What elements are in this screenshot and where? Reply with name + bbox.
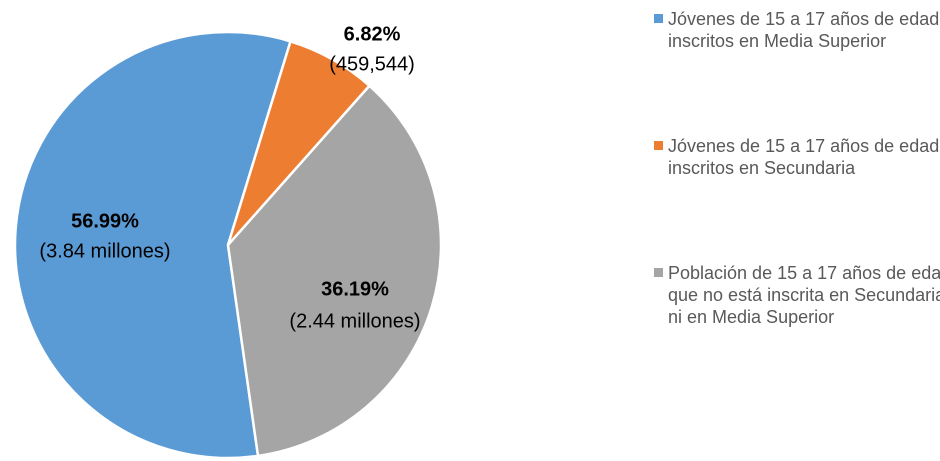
pie-slice: [13, 30, 293, 460]
legend-label: Jóvenes de 15 a 17 años de edad inscrito…: [668, 9, 940, 51]
legend-swatch: [654, 268, 663, 277]
legend-swatch: [654, 141, 663, 150]
value-label: 56.99%: [71, 210, 139, 232]
detail-label: (3.84 millones): [39, 240, 170, 262]
pie-slice: [226, 83, 443, 458]
detail-label: (459,544): [329, 53, 415, 75]
legend-label: Población de 15 a 17 años de edad que no…: [668, 263, 940, 327]
detail-label: (2.44 millones): [289, 310, 420, 332]
value-label: 36.19%: [321, 278, 389, 300]
legend-label: Jóvenes de 15 a 17 años de edad inscrito…: [668, 136, 940, 178]
legend-swatch: [654, 14, 663, 23]
legend-item: Jóvenes de 15 a 17 años de edad inscrito…: [652, 8, 940, 52]
legend-item: Jóvenes de 15 a 17 años de edad inscrito…: [652, 135, 940, 179]
legend-item: Población de 15 a 17 años de edad que no…: [652, 262, 940, 328]
value-label: 6.82%: [344, 23, 401, 45]
